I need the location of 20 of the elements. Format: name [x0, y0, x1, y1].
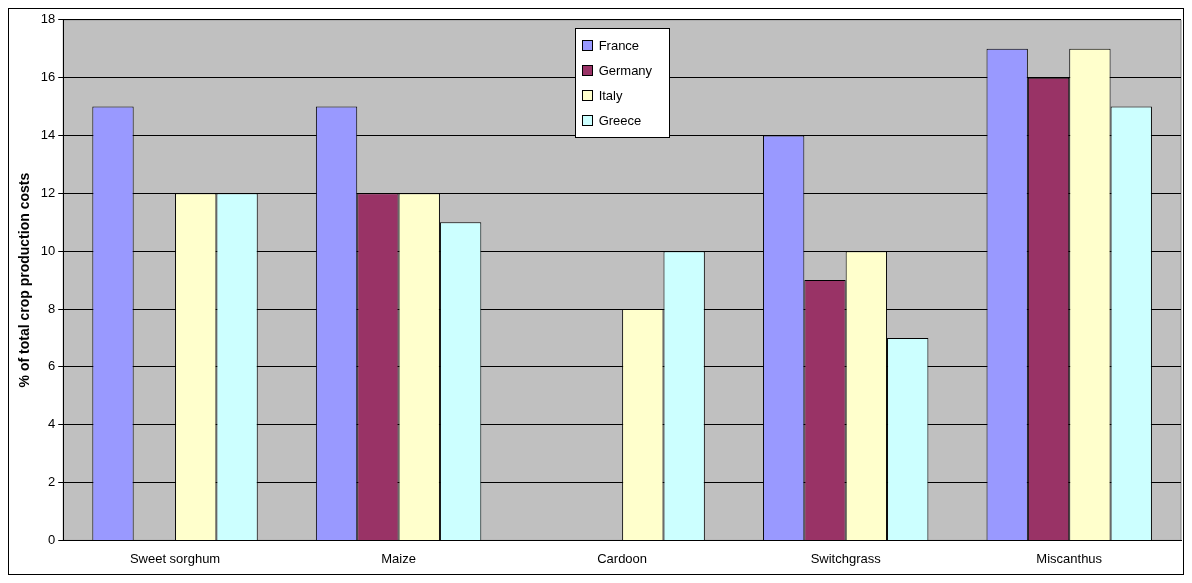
y-tick-label: 10: [40, 242, 56, 258]
y-axis-title: % of total crop production costs: [16, 172, 33, 388]
y-tick-label: 16: [40, 69, 56, 85]
legend-label: Germany: [598, 62, 653, 78]
y-tick-label: 12: [40, 184, 56, 200]
x-tick-label: Cardoon: [597, 550, 648, 566]
x-tick-label: Switchgrass: [810, 550, 882, 566]
y-tick-label: 8: [48, 300, 56, 316]
y-tick-label: 4: [48, 416, 56, 432]
y-tick-label: 2: [48, 474, 56, 490]
y-tick-label: 14: [40, 127, 56, 143]
y-tick-label: 18: [40, 11, 56, 27]
x-tick-label: Sweet sorghum: [129, 550, 221, 566]
x-tick-label: Miscanthus: [1036, 550, 1103, 566]
y-tick-label: 0: [48, 531, 56, 547]
legend-label: France: [598, 37, 640, 53]
x-tick-label: Maize: [381, 550, 416, 566]
y-tick-label: 6: [48, 358, 56, 374]
legend-label: Italy: [598, 87, 623, 103]
legend-label: Greece: [598, 112, 642, 128]
